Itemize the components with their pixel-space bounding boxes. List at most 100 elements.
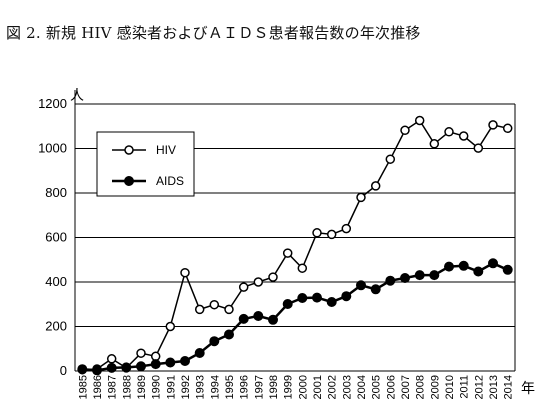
axes	[74, 90, 516, 372]
y-tick-label: 200	[45, 319, 67, 334]
x-tick-label: 2000	[297, 375, 309, 399]
data-point-hiv	[180, 267, 190, 278]
data-point-aids	[414, 270, 425, 281]
x-tick-label: 2006	[385, 375, 397, 399]
x-tick-label: 2009	[429, 375, 441, 399]
data-series	[77, 115, 513, 376]
x-tick-label: 1990	[151, 375, 163, 399]
data-point-aids	[458, 260, 469, 271]
data-point-aids	[194, 348, 205, 358]
data-point-aids	[370, 284, 381, 295]
data-point-hiv	[473, 143, 484, 153]
data-point-hiv	[414, 115, 425, 126]
x-tick-label: 2008	[415, 375, 427, 399]
data-point-hiv	[253, 277, 264, 287]
x-tick-label: 2002	[327, 375, 339, 399]
x-tick-label: 1989	[136, 375, 148, 399]
x-tick-label: 1985	[77, 375, 89, 399]
data-point-aids	[312, 292, 322, 303]
x-tick-label: 1992	[180, 375, 192, 399]
data-point-aids	[429, 270, 440, 281]
x-tick-label: 1988	[121, 375, 133, 399]
data-point-hiv	[370, 181, 381, 191]
data-point-hiv	[209, 299, 220, 310]
x-tick-label: 2013	[488, 375, 500, 399]
x-tick-labels: 1985 1986 1987 1988 1989 1990 1991 1992 1993 1994…	[77, 375, 514, 399]
data-point-hiv	[488, 120, 498, 130]
x-tick-label: 1996	[239, 375, 251, 399]
data-point-hiv	[444, 127, 454, 137]
x-tick-label: 1999	[283, 375, 295, 399]
data-point-aids	[224, 329, 234, 340]
x-tick-label: 1993	[195, 375, 207, 399]
y-tick-label: 1000	[38, 141, 67, 156]
data-point-aids	[136, 361, 146, 372]
data-point-hiv	[356, 192, 366, 203]
x-tick-label: 2011	[459, 375, 471, 399]
data-point-hiv	[268, 272, 278, 282]
x-tick-label: 2003	[341, 375, 353, 399]
x-tick-label: 2012	[473, 375, 485, 399]
x-tick-label: 1995	[224, 375, 236, 399]
y-tick-label: 400	[45, 274, 67, 289]
data-point-hiv	[502, 123, 513, 134]
legend-aids-label: AIDS	[156, 174, 184, 188]
x-axis-unit-label: 年	[521, 381, 535, 397]
legend: HIV AIDS	[96, 131, 195, 197]
data-point-aids	[400, 273, 410, 283]
data-point-aids	[180, 356, 190, 366]
data-point-aids	[238, 313, 249, 324]
data-point-aids	[282, 299, 293, 309]
data-point-hiv	[224, 304, 234, 315]
data-point-hiv	[194, 304, 205, 315]
legend-hiv-label: HIV	[156, 143, 176, 157]
legend-hiv-marker	[124, 145, 134, 155]
data-point-hiv	[282, 248, 293, 258]
data-point-hiv	[385, 154, 396, 164]
x-tick-label: 2005	[371, 375, 383, 399]
x-tick-label: 2007	[400, 375, 412, 399]
data-point-aids	[297, 293, 308, 303]
data-point-hiv	[150, 351, 161, 362]
data-point-aids	[341, 291, 352, 302]
legend-box	[96, 131, 195, 197]
data-point-aids	[268, 314, 278, 325]
data-point-aids	[356, 280, 366, 291]
x-tick-label: 1994	[209, 375, 221, 399]
data-point-hiv	[429, 139, 440, 149]
x-tick-label: 1987	[107, 375, 119, 399]
y-axis-unit-label: 人	[70, 88, 84, 104]
data-point-hiv	[106, 354, 117, 364]
data-point-aids	[150, 359, 161, 370]
data-point-aids	[92, 365, 102, 376]
y-tick-label: 800	[45, 185, 67, 200]
data-point-hiv	[136, 348, 146, 358]
x-tick-label: 2004	[356, 375, 368, 399]
x-tick-label: 1997	[253, 375, 265, 399]
data-point-aids	[165, 357, 176, 368]
data-point-hiv	[341, 223, 352, 234]
y-tick-labels: 0 200 400 600 800 1000 1200	[38, 96, 67, 378]
x-tick-label: 1991	[165, 375, 177, 399]
data-point-hiv	[165, 321, 176, 332]
data-point-aids	[253, 311, 264, 321]
data-point-aids	[444, 261, 454, 272]
x-tick-label: 2014	[503, 375, 515, 399]
x-tick-label: 2010	[444, 375, 456, 399]
data-point-hiv	[312, 228, 322, 238]
data-point-aids	[385, 275, 396, 286]
data-point-aids	[121, 362, 132, 373]
legend-aids-marker	[124, 176, 134, 186]
x-tick-label: 1998	[268, 375, 280, 399]
data-point-hiv	[297, 263, 308, 273]
data-point-aids	[106, 362, 117, 373]
gridlines	[75, 103, 515, 327]
data-point-aids	[502, 264, 513, 275]
data-point-hiv	[458, 131, 469, 141]
y-tick-label: 600	[45, 230, 67, 245]
data-point-hiv	[238, 282, 249, 292]
data-point-hiv	[400, 125, 410, 136]
x-tick-label: 2001	[312, 375, 324, 399]
data-point-hiv	[326, 229, 337, 240]
y-tick-label: 1200	[38, 96, 67, 111]
